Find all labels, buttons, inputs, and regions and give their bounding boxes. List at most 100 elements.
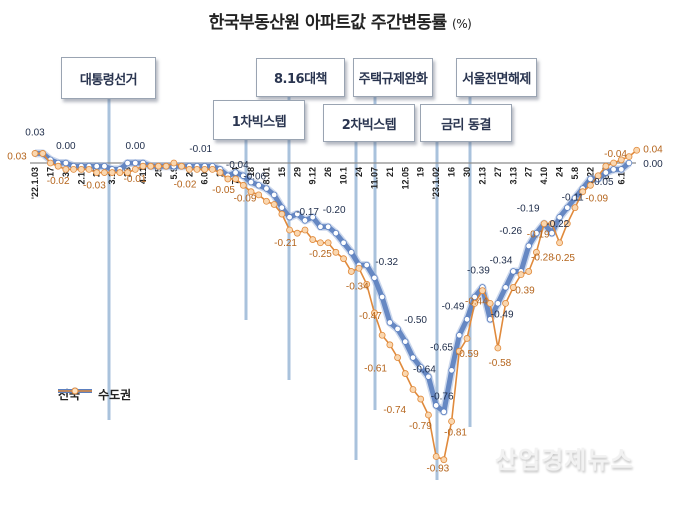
data-point [417,395,425,403]
data-point [409,354,417,361]
data-point [502,299,509,307]
chart-legend: 전국 수도권 [58,386,131,403]
data-point [101,162,108,170]
data-label: -0.65 [430,342,453,353]
data-point [363,280,371,288]
x-tick-label: 5.8 [570,167,580,180]
x-tick-label: 6.06 [200,167,210,185]
chart-title: 한국부동산원 아파트값 주간변동률 (%) [0,8,680,33]
data-label: -0.39 [467,265,490,276]
data-point [587,175,594,183]
data-point [301,226,309,234]
data-label: -0.50 [404,315,427,326]
data-point [170,159,178,167]
data-point [494,344,502,352]
data-label: -0.22 [546,219,569,230]
x-tick-label: 29 [292,167,302,177]
x-tick-label: 25 [153,167,163,177]
data-point [286,214,293,221]
data-point [93,162,100,170]
x-tick-label: 18 [246,167,256,177]
data-point [270,201,278,208]
data-label: -0.19 [527,230,550,241]
data-point [347,268,355,275]
data-point [239,181,247,189]
data-point [378,293,386,301]
x-tick-label: 11.07 [369,167,379,189]
data-label: -0.04 [226,160,249,171]
data-point [309,236,317,243]
data-point [355,264,363,272]
x-tick-label: 8.01 [261,167,271,185]
data-label: -0.76 [431,391,454,402]
data-label: -0.09 [234,194,257,205]
data-point [540,220,548,228]
data-point [402,338,409,345]
data-point [324,223,332,230]
data-point [201,165,209,173]
data-point [62,165,70,173]
x-tick-label: 2.13 [477,167,487,185]
data-point [193,165,201,173]
data-label: -0.09 [585,194,608,205]
x-tick-label: 6.19 [616,167,626,185]
data-label: 0.04 [643,145,663,156]
x-tick-label: '23.1.02 [431,167,441,199]
data-point [85,165,93,173]
data-label: -0.19 [517,204,540,215]
data-label: -0.34 [346,281,369,292]
event-label-box: 1차빅스텝 [213,100,305,140]
data-label: -0.64 [413,365,436,376]
data-point [255,182,262,189]
data-label: 0.00 [126,141,146,152]
series-line-0 [35,150,631,415]
data-point [124,169,131,176]
data-label: -0.02 [47,176,70,187]
data-point [147,162,155,170]
title-unit: (%) [452,17,472,31]
data-point [548,220,556,228]
data-point [309,214,316,221]
series-glow [35,149,632,416]
x-tick-label: 19 [416,167,426,177]
event-label-box: 8.16대책 [256,58,345,97]
data-point [224,175,232,183]
data-point [185,165,193,173]
data-label: -0.06 [243,171,266,182]
data-point [232,169,239,176]
data-label: -0.25 [552,253,575,264]
data-point [178,162,185,170]
data-point [494,300,502,307]
data-point [332,229,340,237]
data-label: -0.34 [490,255,513,266]
data-point [54,162,62,170]
data-label: -0.17 [296,207,319,218]
data-point [610,166,617,173]
data-point [471,293,478,301]
data-point [39,150,47,157]
data-point [479,287,486,295]
data-point [463,316,471,323]
event-label-box: 대통령선거 [61,57,156,99]
data-point [294,210,301,218]
data-label: -0.58 [488,358,511,369]
data-point [455,347,463,355]
data-label: -0.32 [375,257,398,268]
title-text: 한국부동산원 아파트값 주간변동률 [208,13,447,33]
x-tick-label: 15 [277,167,287,177]
data-point [132,159,139,167]
data-point [131,165,139,173]
data-label: -0.93 [426,464,449,475]
x-tick-label: 2.14 [76,167,86,185]
legend-item-capital: 수도권 [58,386,131,403]
x-tick-label: 9.12 [308,167,318,185]
data-point [579,188,587,196]
data-point [240,172,247,179]
data-point [517,271,525,279]
data-point [533,229,540,237]
data-point [432,453,440,460]
data-point [618,166,625,173]
x-tick-label: 10.1 [339,167,349,185]
data-point [633,146,641,154]
